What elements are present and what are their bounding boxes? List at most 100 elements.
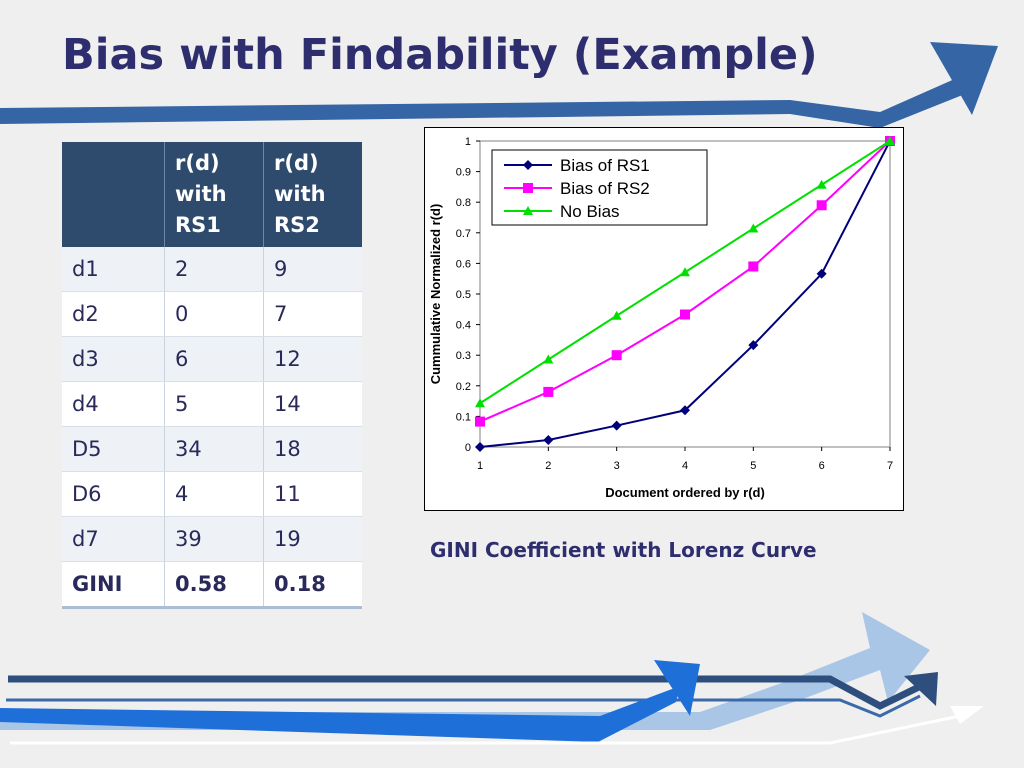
doc-cell: d3 [62, 336, 165, 382]
y-tick-label: 1 [465, 136, 471, 148]
white-arrow-head [950, 706, 984, 724]
data-point [748, 261, 759, 272]
header-line: r(d) [175, 151, 220, 175]
legend-label: No Bias [560, 202, 620, 221]
y-tick-label: 0.4 [456, 320, 471, 332]
rs1-cell: 0 [164, 291, 264, 337]
rs1-cell: 39 [164, 516, 264, 562]
rs1-cell: 2 [164, 247, 264, 292]
gini-rs1: 0.58 [164, 561, 264, 609]
header-cell-empty [62, 142, 165, 247]
rs1-cell: 34 [164, 426, 264, 472]
y-tick-label: 0.2 [456, 381, 471, 393]
chart-frame: 0 0.1 0.2 0.3 0.4 0.5 0.6 0.7 0.8 0.9 1 1 2 3 4 5 6 7 Docu… [424, 127, 904, 511]
legend-label: Bias of RS1 [560, 156, 650, 175]
blue-arrow-head [654, 660, 700, 716]
gini-rs2: 0.18 [263, 561, 362, 609]
gini-row: GINI 0.58 0.18 [62, 561, 362, 609]
y-tick-label: 0.3 [456, 350, 471, 362]
data-point [543, 386, 554, 397]
table-row: d3 6 12 [62, 336, 362, 382]
data-point [748, 223, 759, 233]
data-point [611, 310, 622, 320]
chart-caption: GINI Coefficient with Lorenz Curve [430, 538, 817, 562]
slide-title: Bias with Findability (Example) [62, 30, 818, 80]
data-point [816, 200, 827, 211]
lorenz-chart: 0 0.1 0.2 0.3 0.4 0.5 0.6 0.7 0.8 0.9 1 1 2 3 4 5 6 7 Docu… [428, 136, 895, 500]
data-point [475, 416, 485, 427]
navy-arrow-head [904, 672, 938, 706]
legend-label: Bias of RS2 [560, 179, 650, 198]
legend-marker [523, 206, 533, 215]
data-table: r(d) with RS1 r(d) with RS2 d1 2 9 d2 0 … [62, 142, 362, 609]
data-point [748, 340, 759, 351]
header-cell-rs2: r(d) with RS2 [263, 142, 362, 247]
y-tick-label: 0.9 [456, 167, 471, 179]
blue-arrow-body [0, 686, 680, 742]
data-point [475, 442, 485, 452]
header-line: with [175, 182, 227, 206]
rs2-cell: 7 [263, 291, 362, 337]
header-cell-rs1: r(d) with RS1 [164, 142, 264, 247]
doc-cell: d1 [62, 247, 165, 292]
data-point [816, 179, 827, 189]
rs2-cell: 19 [263, 516, 362, 562]
data-point [543, 434, 554, 445]
y-tick-label: 0.8 [456, 197, 471, 209]
doc-cell: d4 [62, 381, 165, 427]
gini-label: GINI [62, 561, 165, 609]
x-tick-label: 7 [887, 460, 893, 472]
data-point [611, 350, 622, 361]
navy-zigzag-line [8, 675, 927, 710]
rs1-cell: 5 [164, 381, 264, 427]
doc-cell: D6 [62, 471, 165, 517]
data-point [611, 420, 622, 431]
doc-cell: D5 [62, 426, 165, 472]
data-point [680, 267, 690, 277]
rs1-cell: 6 [164, 336, 264, 382]
data-point [680, 405, 690, 416]
rs2-cell: 18 [263, 426, 362, 472]
data-point [543, 354, 554, 364]
x-tick-label: 4 [682, 460, 688, 472]
mid-blue-line [6, 694, 921, 718]
y-tick-label: 0.1 [456, 411, 471, 423]
rs1-cell: 4 [164, 471, 264, 517]
white-line [10, 714, 961, 745]
table-row: d1 2 9 [62, 247, 362, 292]
header-line: RS1 [175, 213, 221, 237]
table-row: d4 5 14 [62, 381, 362, 427]
x-tick-label: 2 [545, 460, 551, 472]
x-tick-label: 3 [614, 460, 620, 472]
y-tick-label: 0 [465, 442, 471, 454]
rs2-cell: 14 [263, 381, 362, 427]
rs2-cell: 12 [263, 336, 362, 382]
data-point [816, 268, 827, 279]
header-line: r(d) [274, 151, 319, 175]
header-line: RS2 [274, 213, 320, 237]
doc-cell: d7 [62, 516, 165, 562]
legend-marker [523, 160, 533, 170]
x-axis-label: Document ordered by r(d) [605, 485, 765, 500]
header-line: with [274, 182, 326, 206]
table-row: D5 34 18 [62, 426, 362, 472]
doc-cell: d2 [62, 291, 165, 337]
y-tick-label: 0.5 [456, 289, 471, 301]
x-tick-label: 5 [750, 460, 756, 472]
table-header-row: r(d) with RS1 r(d) with RS2 [62, 142, 362, 247]
table-row: d7 39 19 [62, 516, 362, 562]
top-arrow-head [930, 42, 998, 115]
y-tick-label: 0.7 [456, 228, 471, 240]
y-axis-label: Cummulative Normalized r(d) [428, 204, 443, 385]
data-point [680, 309, 690, 320]
data-point [885, 136, 895, 145]
x-tick-label: 6 [819, 460, 825, 472]
y-tick-label: 0.6 [456, 258, 471, 270]
data-point [475, 398, 485, 408]
x-tick-label: 1 [477, 460, 483, 472]
rs2-cell: 9 [263, 247, 362, 292]
table-row: D6 4 11 [62, 471, 362, 517]
legend-marker [523, 183, 533, 193]
rs2-cell: 11 [263, 471, 362, 517]
